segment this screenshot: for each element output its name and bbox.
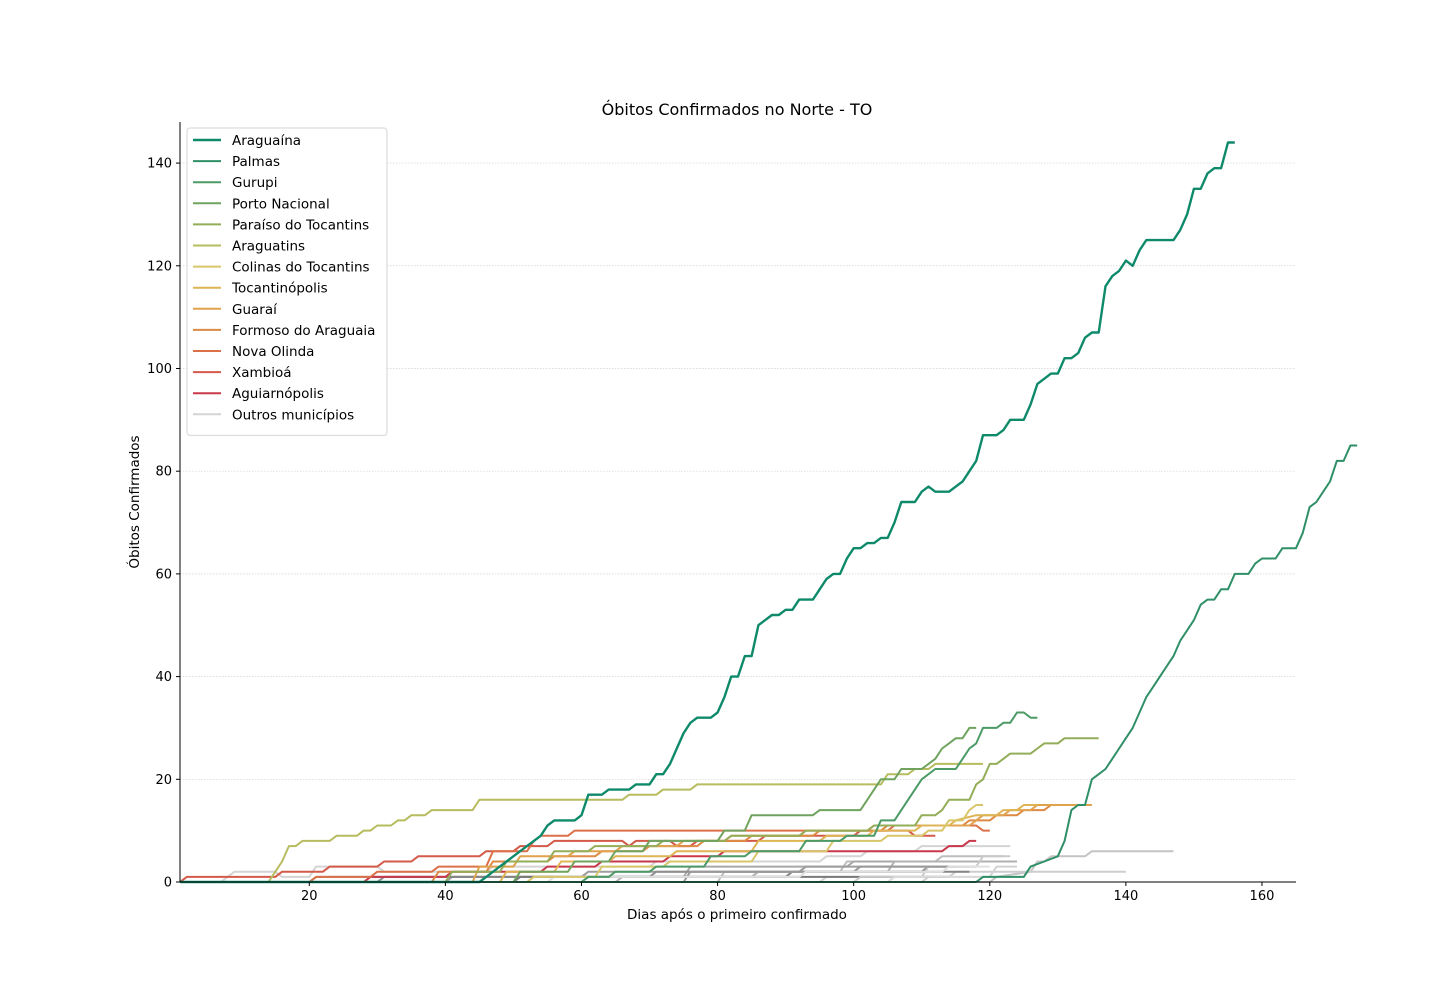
legend-box	[186, 127, 388, 436]
y-tick-label: 0	[164, 876, 172, 891]
legend-entry-paraiso-do-tocantins: Paraíso do Tocantins	[232, 217, 369, 233]
background-line-11	[180, 865, 956, 883]
series-line-paraiso-do-tocantins	[180, 737, 1099, 883]
x-tick-label: 60	[573, 889, 590, 904]
series-line-tocantinopolis	[180, 804, 1038, 883]
chart-title: Óbitos Confirmados no Norte - TO	[602, 100, 873, 119]
x-tick-label: 160	[1250, 889, 1275, 904]
series-line-araguatins	[180, 762, 983, 883]
legend-entry-aguiarnopolis: Aguiarnópolis	[232, 386, 324, 402]
x-tick-label: 40	[437, 889, 454, 904]
series-line-gurupi	[180, 711, 1038, 883]
background-line-5	[180, 865, 963, 883]
background-line-10	[180, 855, 1011, 883]
legend-entry-araguatins: Araguatins	[232, 239, 305, 255]
x-tick-label: 20	[301, 889, 318, 904]
series-line-guarai	[180, 804, 1092, 883]
y-tick-label: 120	[147, 259, 172, 274]
y-tick-label: 20	[155, 773, 172, 788]
legend-entry-araguaina: Araguaína	[232, 133, 301, 149]
series-line-palmas	[180, 444, 1358, 883]
legend-entry-porto-nacional: Porto Nacional	[232, 196, 330, 212]
background-line-3	[180, 855, 1004, 883]
legend-entry-outros-municipios: Outros municípios	[232, 407, 354, 423]
y-tick-label: 40	[155, 670, 172, 685]
y-tick-label: 100	[147, 362, 172, 377]
x-tick-label: 80	[709, 889, 726, 904]
legend-entry-colinas-do-tocantins: Colinas do Tocantins	[232, 260, 370, 276]
series-line-porto-nacional	[180, 726, 977, 883]
legend-entry-guarai: Guaraí	[232, 302, 278, 318]
series-line-aguiarnopolis	[180, 839, 977, 883]
axes	[179, 122, 1296, 883]
y-tick-label: 80	[155, 465, 172, 480]
y-tick-label: 60	[155, 567, 172, 582]
background-line-0	[180, 850, 1174, 883]
x-axis-label: Dias após o primeiro confirmado	[627, 907, 847, 923]
legend-entry-tocantinopolis: Tocantinópolis	[231, 281, 328, 297]
legend-entry-formoso-do-araguaia: Formoso do Araguaia	[232, 323, 375, 339]
x-tick-label: 120	[977, 889, 1002, 904]
x-tick-label: 140	[1113, 889, 1138, 904]
series-lines	[179, 141, 1358, 884]
legend: Araguaína Palmas Gurupi Porto Nacional Paraí…	[186, 127, 388, 436]
series-line-araguaina	[180, 141, 1235, 884]
y-tick-label: 140	[147, 157, 172, 172]
legend-entry-xambioa: Xambioá	[232, 365, 292, 381]
y-axis-label: Óbitos Confirmados	[125, 435, 143, 568]
tick-labels: 20 40 60 80 100 120 140 160 0 20 40 60 80 100 120 140	[147, 157, 1274, 904]
legend-entry-palmas: Palmas	[232, 154, 280, 170]
legend-entry-gurupi: Gurupi	[232, 175, 277, 191]
legend-entry-nova-olinda: Nova Olinda	[232, 344, 314, 360]
x-tick-label: 100	[841, 889, 866, 904]
